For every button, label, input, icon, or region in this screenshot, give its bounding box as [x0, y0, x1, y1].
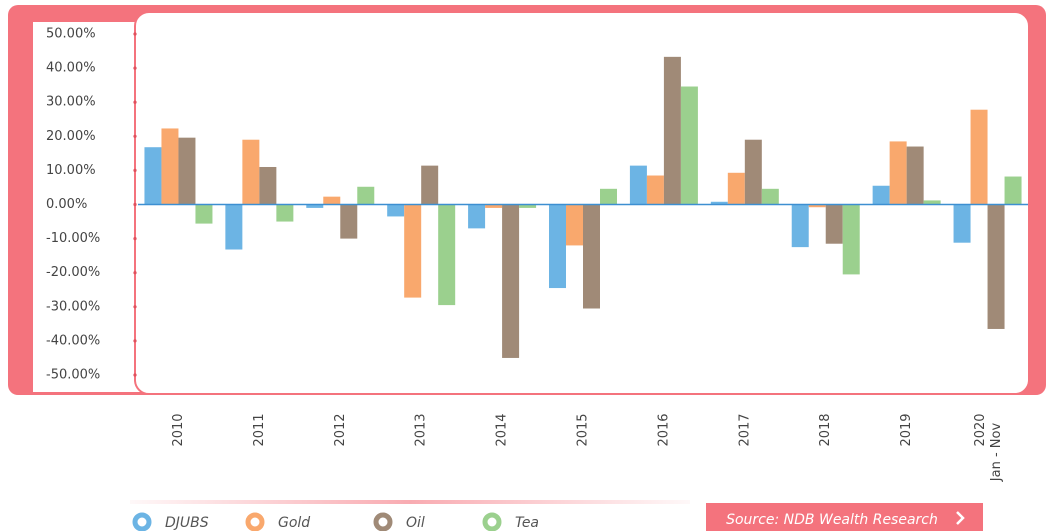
- bar: [923, 200, 941, 205]
- bar: [646, 175, 664, 205]
- bar: [195, 204, 213, 224]
- bar: [276, 204, 294, 222]
- bar: [987, 204, 1005, 329]
- x-tick-label: 2010: [171, 413, 186, 446]
- tick-mark: [133, 237, 137, 241]
- tick-mark: [133, 66, 137, 70]
- legend-label: Oil: [406, 515, 425, 531]
- y-tick-label: 0.00%: [46, 197, 87, 212]
- y-tick-label: -50.00%: [46, 368, 100, 383]
- legend-marker: [482, 512, 502, 531]
- y-tick-label: -40.00%: [46, 333, 100, 348]
- bar: [727, 172, 745, 205]
- x-tick-label: 2016: [656, 413, 671, 446]
- tick-mark: [133, 339, 137, 343]
- tick-mark: [133, 100, 137, 104]
- bar: [485, 204, 503, 208]
- tick-mark: [133, 202, 137, 207]
- y-tick-label: 50.00%: [46, 27, 96, 42]
- bar: [583, 204, 600, 309]
- bar: [710, 201, 728, 205]
- bar: [872, 185, 890, 205]
- bar: [566, 204, 583, 246]
- legend-marker: [245, 512, 265, 531]
- bar: [791, 204, 809, 248]
- bar: [842, 204, 860, 275]
- bar: [889, 141, 907, 205]
- bar: [549, 204, 566, 289]
- bar: [906, 146, 924, 205]
- bar: [953, 204, 971, 243]
- bar: [744, 139, 762, 205]
- bar: [680, 86, 698, 205]
- bar: [259, 166, 277, 205]
- legend-label: DJUBS: [165, 515, 209, 531]
- bar: [808, 204, 826, 208]
- legend-marker: [373, 512, 393, 531]
- tick-mark: [133, 134, 137, 138]
- bar: [161, 128, 179, 205]
- bar: [502, 204, 520, 358]
- bar: [357, 186, 375, 205]
- legend-marker: [132, 512, 152, 531]
- tick-mark: [133, 32, 137, 36]
- bar: [629, 165, 647, 205]
- y-tick-label: 30.00%: [46, 95, 96, 110]
- bar: [306, 204, 324, 208]
- bar: [387, 204, 405, 217]
- bar: [323, 196, 341, 205]
- bar: [761, 188, 779, 205]
- y-tick-label: -10.00%: [46, 231, 100, 246]
- bar: [519, 204, 537, 208]
- chevron: [956, 511, 965, 525]
- tick-mark: [133, 305, 137, 309]
- tick-mark: [133, 373, 137, 377]
- x-tick-label: 2012: [333, 413, 348, 446]
- axis-panel: [33, 22, 143, 392]
- y-tick-label: -30.00%: [46, 299, 100, 314]
- x-tick-note: Jan - Nov: [989, 423, 1004, 483]
- bar: [421, 165, 439, 205]
- tick-mark: [133, 168, 137, 172]
- x-tick-label: 2015: [576, 413, 591, 446]
- x-tick-label: 2017: [737, 413, 752, 446]
- legend-rule: [130, 500, 690, 504]
- y-tick-label: 20.00%: [46, 129, 96, 144]
- bar: [340, 204, 358, 239]
- x-tick-label: 2018: [818, 413, 833, 446]
- x-tick-label: 2020: [973, 413, 988, 446]
- bar: [438, 204, 456, 306]
- bar: [825, 204, 843, 244]
- x-tick-label: 2014: [495, 413, 510, 446]
- y-tick-label: -20.00%: [46, 265, 100, 280]
- y-tick-label: 40.00%: [46, 61, 96, 76]
- bar: [1004, 176, 1022, 205]
- bar: [404, 204, 422, 298]
- x-tick-label: 2011: [252, 413, 267, 446]
- x-tick-label: 2013: [414, 413, 429, 446]
- bar: [970, 109, 988, 205]
- bar: [468, 204, 486, 229]
- bar: [663, 56, 681, 205]
- legend-label: Gold: [278, 515, 310, 531]
- source-box: [706, 503, 983, 531]
- x-tick-label: 2019: [899, 413, 914, 446]
- bar: [600, 188, 617, 205]
- y-tick-label: 10.00%: [46, 163, 96, 178]
- bar: [178, 137, 196, 205]
- bar: [144, 147, 162, 205]
- bar: [225, 204, 243, 250]
- legend-label: Tea: [515, 515, 539, 531]
- bar: [242, 139, 260, 205]
- tick-mark: [133, 271, 137, 275]
- source: Source: NDB Wealth Research: [726, 512, 938, 528]
